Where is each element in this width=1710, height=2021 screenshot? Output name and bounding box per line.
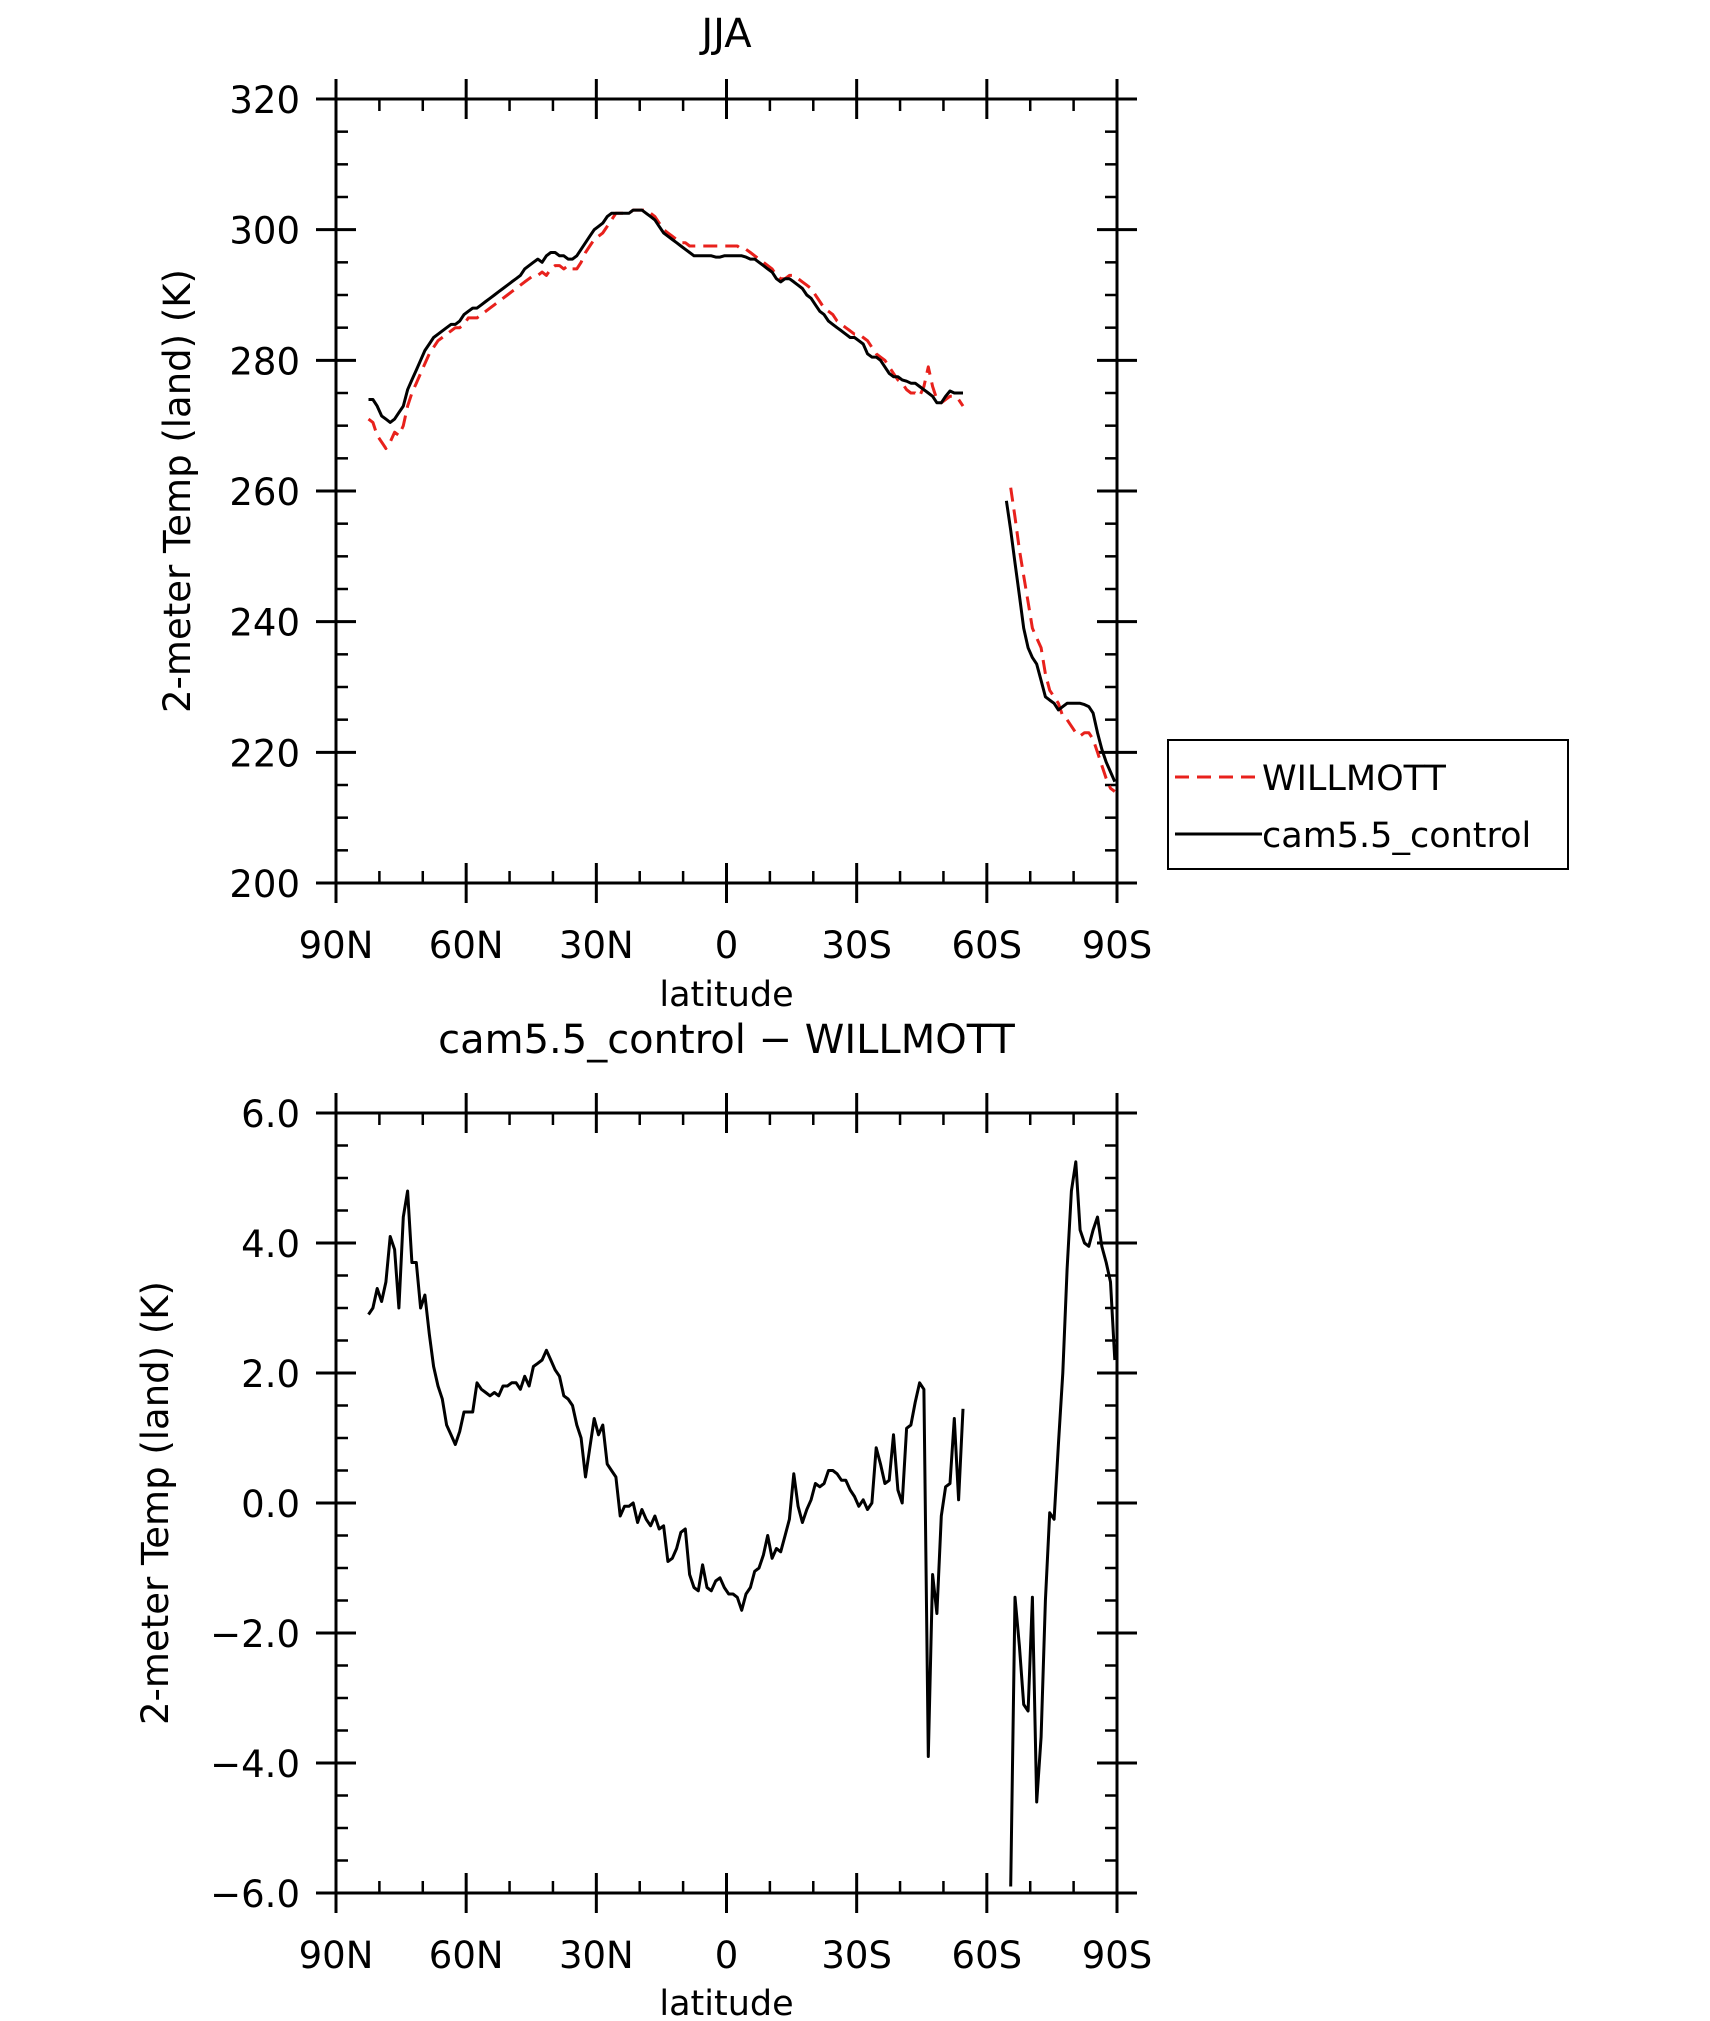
- panel-bottom-difference: cam5.5_control − WILLMOTT −6.0 −4.0 −2.0 0.0…: [134, 1017, 1152, 2021]
- chart-title: cam5.5_control − WILLMOTT: [438, 1017, 1015, 1063]
- series-line-difference: [1009, 1160, 1117, 1887]
- series-line-cam5-5-control: [368, 208, 963, 424]
- y-tick-label: 200: [229, 863, 300, 906]
- y-tick-label: 2.0: [241, 1353, 300, 1396]
- x-tick-label: 0: [715, 924, 739, 967]
- legend: WILLMOTT cam5.5_control: [1167, 739, 1569, 870]
- x-tick-label: 60N: [429, 924, 504, 967]
- y-axis-label: 2-meter Temp (land) (K): [156, 269, 199, 713]
- y-tick-label: 4.0: [241, 1223, 300, 1266]
- series-line-willmott: [1009, 487, 1116, 793]
- chart-title: JJA: [698, 11, 752, 57]
- panel-top-jja: JJA 200 220 240 260 280 300 320 90N 60N 30N 0 30S 60S…: [156, 11, 1569, 1015]
- y-tick-label: −4.0: [210, 1743, 300, 1786]
- y-tick-label: 220: [229, 732, 300, 775]
- y-tick-label: 6.0: [241, 1093, 300, 1136]
- x-tick-label: 90S: [1082, 1934, 1153, 1977]
- y-tick-label: −2.0: [210, 1613, 300, 1656]
- series-line-willmott: [367, 208, 965, 450]
- plot-frame: [334, 1111, 1119, 1895]
- y-tick-label: 240: [229, 602, 300, 645]
- legend-label: cam5.5_control: [1262, 816, 1531, 856]
- y-tick-label: −6.0: [210, 1873, 300, 1916]
- plot-frame: [334, 97, 1119, 885]
- x-tick-label: 0: [715, 1934, 739, 1977]
- y-tick-label: 0.0: [241, 1483, 300, 1526]
- y-tick-label: 300: [229, 210, 300, 253]
- x-tick-label: 30N: [559, 924, 634, 967]
- x-tick-label: 90N: [299, 924, 374, 967]
- x-tick-label: 30N: [559, 1934, 634, 1977]
- x-tick-label: 90N: [299, 1934, 374, 1977]
- legend-label: WILLMOTT: [1262, 759, 1446, 799]
- x-axis-label: latitude: [659, 975, 793, 1015]
- y-tick-label: 280: [229, 340, 300, 383]
- y-tick-label: 320: [229, 79, 300, 122]
- series-line-difference: [367, 1189, 965, 1758]
- x-tick-label: 30S: [821, 1934, 892, 1977]
- x-tick-label: 60S: [952, 924, 1023, 967]
- x-tick-label: 60N: [429, 1934, 504, 1977]
- legend-box: [1167, 739, 1569, 870]
- x-tick-label: 90S: [1082, 924, 1153, 967]
- x-axis-label: latitude: [659, 1984, 793, 2021]
- x-tick-label: 30S: [821, 924, 892, 967]
- y-axis-label: 2-meter Temp (land) (K): [134, 1281, 177, 1725]
- x-tick-label: 60S: [952, 1934, 1023, 1977]
- y-tick-label: 260: [229, 471, 300, 514]
- series-line-cam5-5-control: [1004, 500, 1117, 783]
